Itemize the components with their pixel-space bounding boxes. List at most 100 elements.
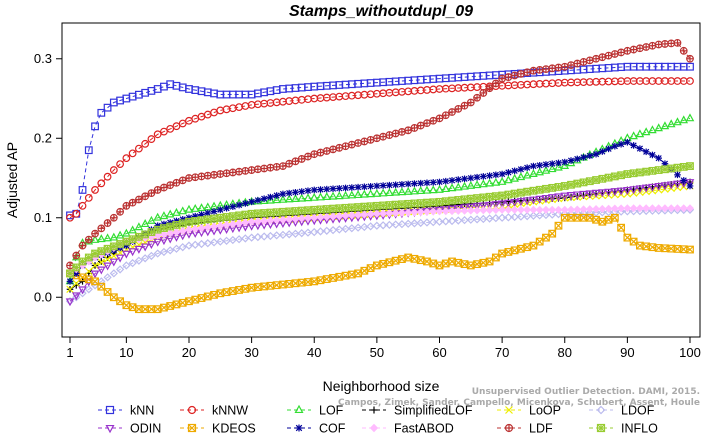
marker (685, 179, 695, 188)
marker (572, 191, 582, 200)
marker (416, 199, 425, 207)
marker (635, 44, 644, 53)
marker (78, 241, 87, 250)
marker (535, 237, 544, 246)
marker (542, 184, 550, 193)
marker (285, 230, 294, 239)
marker (178, 119, 187, 128)
marker (661, 40, 669, 48)
marker (222, 169, 231, 178)
marker (542, 161, 550, 168)
marker (329, 145, 337, 154)
marker (547, 194, 557, 203)
marker (460, 215, 469, 225)
marker (97, 108, 106, 117)
marker (115, 230, 125, 239)
marker (598, 174, 607, 183)
marker (623, 46, 632, 55)
marker (673, 204, 682, 213)
marker (535, 185, 544, 194)
marker (642, 204, 651, 213)
marker (153, 249, 162, 258)
marker (629, 186, 638, 195)
marker (335, 185, 343, 192)
marker (341, 190, 350, 199)
marker (391, 220, 400, 229)
marker (529, 241, 538, 250)
marker (610, 172, 619, 181)
series-knnw (66, 77, 694, 222)
marker (165, 209, 175, 218)
marker (347, 190, 357, 199)
marker (229, 203, 237, 210)
marker (617, 140, 625, 148)
marker (448, 196, 456, 205)
marker (466, 180, 476, 189)
marker (335, 225, 344, 234)
marker (122, 261, 131, 270)
marker (203, 223, 212, 232)
plot-frame (61, 22, 701, 338)
marker (491, 205, 500, 214)
marker (153, 212, 162, 221)
marker (686, 62, 694, 71)
marker (554, 221, 563, 230)
marker (485, 178, 494, 187)
marker (636, 145, 644, 152)
marker (436, 178, 443, 186)
marker (466, 206, 475, 215)
marker (279, 162, 287, 170)
marker (234, 235, 244, 244)
marker (267, 193, 274, 201)
marker (541, 194, 551, 203)
marker (585, 177, 594, 186)
marker (661, 165, 669, 174)
marker (147, 86, 156, 95)
marker (303, 228, 313, 237)
marker (629, 237, 638, 246)
marker (660, 182, 670, 191)
marker (103, 255, 112, 263)
marker (110, 252, 118, 260)
marker (386, 181, 393, 189)
marker (460, 195, 469, 204)
marker (604, 188, 613, 197)
marker (629, 169, 638, 178)
marker (535, 195, 545, 204)
marker (159, 230, 168, 239)
marker (134, 195, 143, 204)
marker (166, 246, 175, 255)
marker (109, 293, 118, 302)
marker (97, 258, 106, 267)
marker (222, 236, 231, 245)
marker (360, 189, 369, 198)
marker (448, 108, 456, 116)
marker (429, 179, 437, 186)
marker (473, 173, 481, 181)
marker (391, 200, 400, 209)
marker (686, 245, 694, 254)
marker (448, 207, 457, 216)
marker (134, 232, 143, 241)
legend-item-ldof: LDOF (589, 404, 655, 418)
marker (479, 89, 488, 97)
marker (222, 213, 231, 221)
marker (560, 205, 569, 214)
marker (210, 290, 218, 299)
marker (291, 207, 300, 215)
marker (91, 249, 99, 258)
marker (316, 205, 325, 214)
marker (654, 204, 663, 213)
marker (341, 224, 350, 234)
x-tick-label-100: 100 (679, 345, 701, 360)
marker (523, 205, 532, 214)
marker (303, 193, 313, 202)
marker (604, 51, 613, 60)
marker (666, 181, 676, 190)
marker (254, 196, 262, 204)
marker (460, 101, 469, 110)
marker (479, 214, 488, 224)
marker (372, 221, 382, 230)
marker (610, 213, 619, 222)
